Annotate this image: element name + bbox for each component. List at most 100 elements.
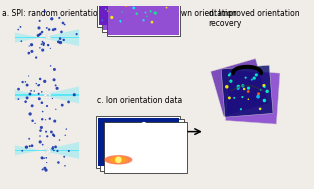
Circle shape (228, 96, 231, 99)
Circle shape (19, 26, 21, 28)
Circle shape (62, 22, 64, 24)
Circle shape (55, 109, 57, 110)
FancyArrow shape (15, 37, 79, 38)
Circle shape (225, 85, 229, 88)
Circle shape (28, 138, 30, 140)
Circle shape (31, 119, 34, 122)
Circle shape (43, 44, 45, 46)
Circle shape (76, 33, 78, 35)
Polygon shape (221, 65, 273, 117)
Circle shape (247, 98, 249, 100)
Circle shape (228, 74, 230, 77)
Circle shape (25, 146, 28, 149)
Circle shape (47, 44, 49, 46)
Circle shape (45, 119, 46, 120)
Circle shape (44, 94, 46, 96)
Circle shape (53, 68, 56, 71)
Circle shape (68, 150, 70, 152)
Circle shape (46, 92, 48, 95)
Circle shape (27, 52, 30, 54)
Circle shape (50, 65, 51, 67)
Circle shape (50, 131, 53, 133)
Circle shape (39, 140, 42, 143)
Circle shape (46, 96, 48, 99)
Circle shape (34, 90, 35, 92)
Circle shape (45, 146, 47, 149)
Circle shape (61, 104, 64, 107)
Circle shape (66, 128, 67, 130)
Circle shape (40, 126, 43, 129)
Circle shape (29, 93, 31, 95)
Circle shape (41, 43, 42, 45)
Circle shape (41, 41, 43, 43)
Circle shape (57, 40, 60, 43)
Circle shape (39, 129, 42, 132)
Circle shape (37, 34, 40, 37)
Circle shape (43, 92, 46, 94)
Circle shape (41, 31, 43, 33)
Circle shape (46, 151, 48, 153)
Circle shape (21, 150, 23, 152)
Circle shape (262, 84, 266, 87)
Circle shape (236, 87, 240, 90)
Circle shape (237, 85, 240, 88)
Polygon shape (211, 59, 268, 116)
Circle shape (144, 12, 146, 13)
Circle shape (38, 93, 40, 95)
Circle shape (107, 10, 109, 12)
Circle shape (59, 37, 62, 40)
Circle shape (49, 37, 51, 40)
Circle shape (119, 20, 121, 22)
Circle shape (35, 83, 37, 84)
Circle shape (28, 75, 29, 77)
Text: b. Images from unknown orientation: b. Images from unknown orientation (97, 9, 236, 18)
Circle shape (39, 47, 41, 49)
Circle shape (48, 97, 51, 99)
Circle shape (51, 147, 54, 150)
Circle shape (252, 77, 256, 80)
Circle shape (48, 45, 49, 46)
Circle shape (164, 1, 166, 2)
Circle shape (115, 139, 121, 145)
Circle shape (54, 28, 57, 30)
Circle shape (102, 20, 103, 21)
Circle shape (59, 139, 60, 141)
Circle shape (38, 33, 41, 36)
Circle shape (35, 56, 37, 59)
Circle shape (45, 96, 47, 99)
Circle shape (43, 39, 46, 41)
Circle shape (30, 90, 32, 92)
Circle shape (39, 135, 41, 137)
FancyBboxPatch shape (103, 0, 174, 30)
Circle shape (48, 150, 50, 153)
Circle shape (46, 34, 48, 36)
Circle shape (49, 118, 51, 120)
Circle shape (143, 19, 145, 21)
Circle shape (122, 12, 123, 13)
Circle shape (52, 28, 55, 31)
Circle shape (146, 16, 148, 17)
Circle shape (45, 91, 47, 94)
Circle shape (48, 28, 50, 31)
Circle shape (247, 90, 250, 93)
FancyArrow shape (15, 94, 79, 96)
Circle shape (44, 94, 47, 96)
Circle shape (47, 151, 49, 153)
Text: a. SPI: random orientation: a. SPI: random orientation (2, 9, 102, 18)
Circle shape (41, 101, 43, 104)
Circle shape (17, 29, 19, 30)
Circle shape (46, 135, 48, 137)
Circle shape (65, 135, 66, 136)
Circle shape (263, 86, 265, 88)
Circle shape (42, 42, 45, 45)
Circle shape (48, 150, 51, 152)
Circle shape (46, 157, 47, 159)
FancyBboxPatch shape (108, 0, 178, 35)
Circle shape (135, 12, 138, 15)
Circle shape (256, 95, 260, 98)
Circle shape (53, 135, 55, 137)
Circle shape (43, 10, 46, 13)
Circle shape (107, 0, 110, 1)
Circle shape (46, 34, 49, 36)
Circle shape (55, 84, 57, 86)
